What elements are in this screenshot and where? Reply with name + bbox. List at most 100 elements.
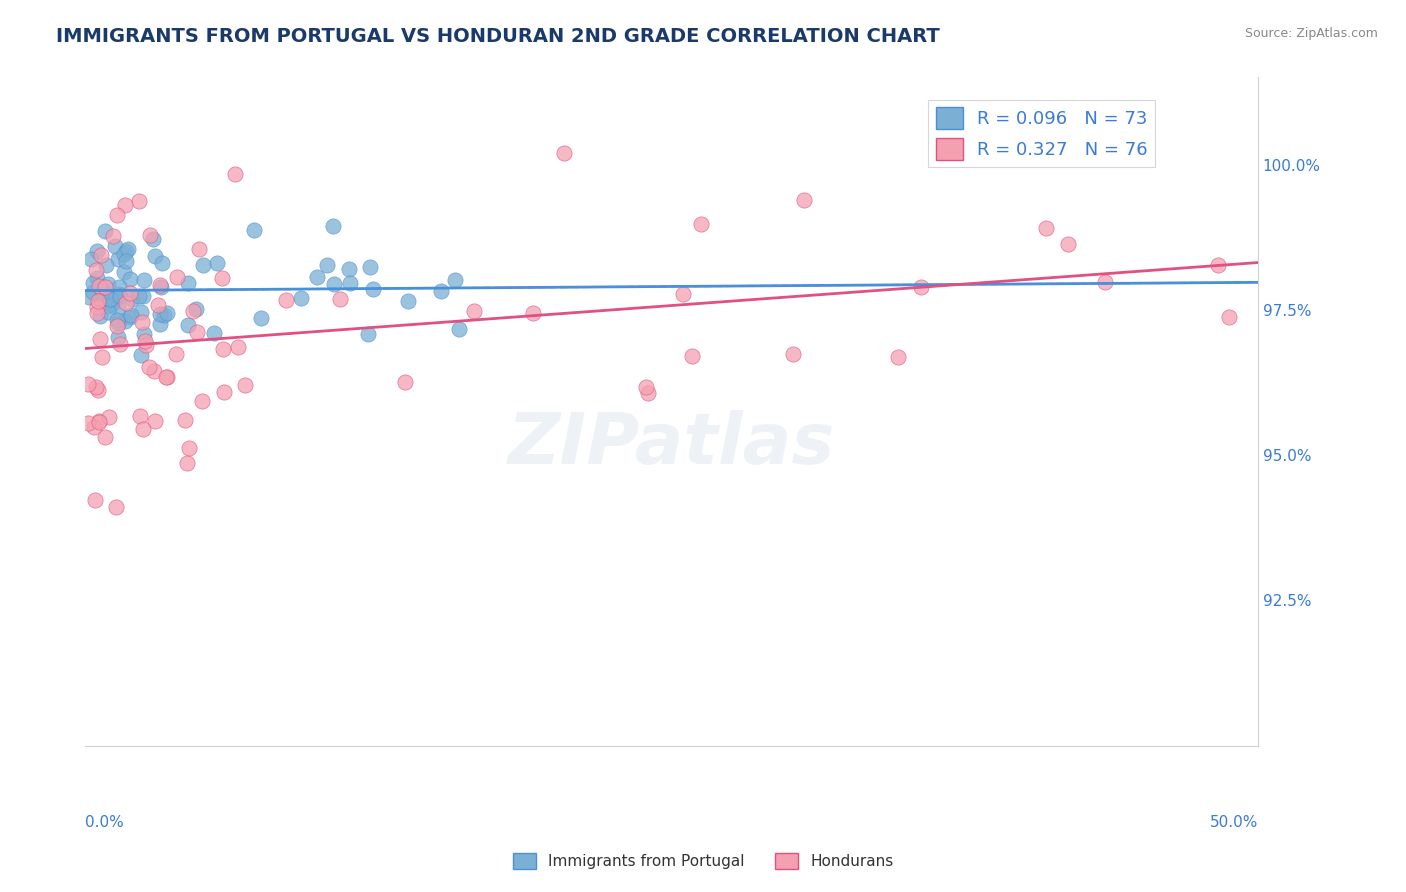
Hondurans [553, 145, 575, 160]
Immigrants from Portugal [121, 292, 143, 306]
Immigrants from Portugal [118, 272, 141, 286]
Hondurans [1094, 275, 1116, 289]
Hondurans [86, 380, 108, 394]
Hondurans [107, 208, 129, 222]
Immigrants from Portugal [96, 299, 118, 313]
Immigrants from Portugal [77, 290, 100, 304]
Hondurans [156, 370, 179, 384]
Immigrants from Portugal [114, 314, 136, 328]
Hondurans [77, 377, 100, 392]
Immigrants from Portugal [104, 239, 127, 253]
Immigrants from Portugal [430, 284, 453, 298]
Immigrants from Portugal [186, 301, 208, 316]
Hondurans [86, 301, 108, 315]
Immigrants from Portugal [100, 296, 122, 310]
Immigrants from Portugal [337, 261, 360, 276]
Immigrants from Portugal [107, 300, 129, 314]
Legend: Immigrants from Portugal, Hondurans: Immigrants from Portugal, Hondurans [506, 847, 900, 875]
Hondurans [672, 287, 695, 301]
Immigrants from Portugal [153, 308, 176, 322]
Hondurans [103, 229, 125, 244]
Immigrants from Portugal [80, 252, 103, 267]
Immigrants from Portugal [107, 330, 129, 344]
Hondurans [212, 385, 235, 400]
Hondurans [681, 349, 703, 363]
Text: ZIPatlas: ZIPatlas [508, 410, 835, 480]
Hondurans [128, 194, 150, 208]
Immigrants from Portugal [91, 284, 114, 298]
Immigrants from Portugal [117, 242, 139, 256]
Hondurans [105, 319, 128, 334]
Hondurans [181, 303, 204, 318]
Immigrants from Portugal [142, 232, 165, 246]
Hondurans [105, 500, 128, 515]
Immigrants from Portugal [103, 291, 125, 305]
Text: IMMIGRANTS FROM PORTUGAL VS HONDURAN 2ND GRADE CORRELATION CHART: IMMIGRANTS FROM PORTUGAL VS HONDURAN 2ND… [56, 27, 941, 45]
Hondurans [1035, 220, 1057, 235]
Immigrants from Portugal [89, 293, 111, 307]
Hondurans [87, 415, 110, 429]
Hondurans [782, 347, 804, 361]
Hondurans [329, 292, 352, 306]
Text: Source: ZipAtlas.com: Source: ZipAtlas.com [1244, 27, 1378, 40]
Hondurans [83, 420, 105, 434]
Immigrants from Portugal [177, 277, 200, 291]
Immigrants from Portugal [150, 256, 173, 270]
Immigrants from Portugal [444, 273, 467, 287]
Hondurans [129, 409, 152, 423]
Hondurans [76, 416, 98, 430]
Immigrants from Portugal [128, 289, 150, 303]
Immigrants from Portugal [149, 307, 172, 321]
Immigrants from Portugal [132, 273, 155, 287]
Hondurans [224, 167, 246, 181]
Hondurans [166, 270, 188, 285]
Legend: R = 0.096   N = 73, R = 0.327   N = 76: R = 0.096 N = 73, R = 0.327 N = 76 [928, 100, 1154, 168]
Hondurans [793, 193, 815, 207]
Hondurans [1056, 237, 1078, 252]
Hondurans [90, 247, 112, 261]
Immigrants from Portugal [98, 293, 121, 307]
Hondurans [274, 293, 297, 307]
Immigrants from Portugal [121, 308, 143, 322]
Text: 0.0%: 0.0% [86, 815, 124, 830]
Hondurans [108, 337, 131, 351]
Immigrants from Portugal [316, 258, 339, 272]
Hondurans [89, 279, 111, 293]
Hondurans [174, 412, 197, 426]
Hondurans [165, 347, 187, 361]
Immigrants from Portugal [82, 285, 104, 300]
Immigrants from Portugal [112, 246, 135, 260]
Immigrants from Portugal [129, 348, 152, 362]
Immigrants from Portugal [129, 305, 152, 319]
Hondurans [1218, 310, 1240, 324]
Immigrants from Portugal [94, 224, 117, 238]
Hondurans [86, 306, 108, 320]
Hondurans [186, 326, 208, 340]
Immigrants from Portugal [447, 322, 470, 336]
Immigrants from Portugal [359, 260, 381, 275]
Hondurans [94, 280, 117, 294]
Hondurans [636, 380, 658, 394]
Immigrants from Portugal [339, 276, 361, 290]
Hondurans [114, 296, 136, 310]
Hondurans [176, 456, 198, 470]
Immigrants from Portugal [396, 294, 419, 309]
Text: 50.0%: 50.0% [1209, 815, 1258, 830]
Hondurans [91, 351, 114, 365]
Immigrants from Portugal [89, 309, 111, 323]
Immigrants from Portugal [98, 298, 121, 312]
Immigrants from Portugal [143, 249, 166, 263]
Hondurans [94, 430, 117, 444]
Immigrants from Portugal [107, 316, 129, 330]
Immigrants from Portugal [250, 311, 273, 326]
Hondurans [226, 340, 249, 354]
Hondurans [87, 294, 110, 309]
Hondurans [637, 385, 659, 400]
Hondurans [522, 306, 544, 320]
Hondurans [89, 413, 111, 427]
Immigrants from Portugal [134, 326, 156, 341]
Hondurans [394, 376, 416, 390]
Hondurans [134, 334, 156, 348]
Hondurans [139, 228, 162, 243]
Hondurans [148, 297, 170, 311]
